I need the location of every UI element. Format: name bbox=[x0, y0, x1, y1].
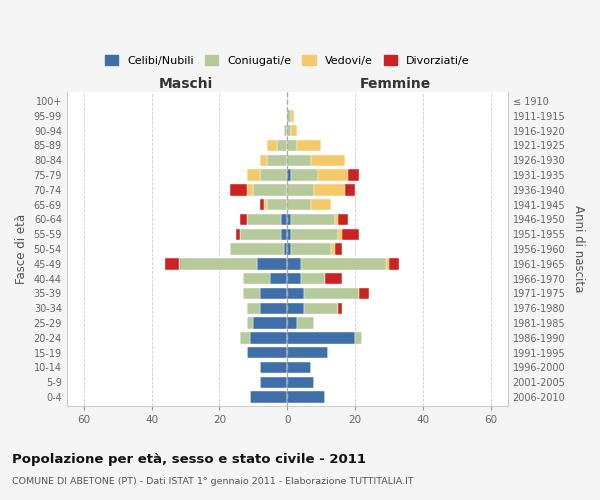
Bar bbox=[257, 258, 287, 270]
Bar bbox=[271, 273, 287, 284]
Bar bbox=[247, 347, 287, 358]
Bar bbox=[260, 199, 263, 210]
Bar bbox=[335, 214, 338, 226]
Bar bbox=[287, 302, 304, 314]
Bar bbox=[230, 244, 284, 255]
Bar bbox=[287, 332, 355, 344]
Bar bbox=[290, 125, 298, 136]
Bar bbox=[253, 184, 287, 196]
Bar bbox=[290, 110, 294, 122]
Bar bbox=[287, 347, 328, 358]
Bar bbox=[250, 332, 287, 344]
Text: COMUNE DI ABETONE (PT) - Dati ISTAT 1° gennaio 2011 - Elaborazione TUTTITALIA.IT: COMUNE DI ABETONE (PT) - Dati ISTAT 1° g… bbox=[12, 478, 413, 486]
Bar bbox=[263, 199, 267, 210]
Bar bbox=[247, 184, 253, 196]
Bar bbox=[287, 318, 298, 329]
Bar bbox=[287, 273, 301, 284]
Bar bbox=[311, 154, 345, 166]
Bar bbox=[260, 362, 287, 374]
Bar bbox=[355, 332, 362, 344]
Bar bbox=[290, 214, 335, 226]
Bar bbox=[240, 332, 250, 344]
Bar bbox=[260, 288, 287, 300]
Bar bbox=[250, 392, 287, 403]
Bar bbox=[386, 258, 389, 270]
Bar bbox=[287, 125, 290, 136]
Bar bbox=[298, 140, 321, 151]
Bar bbox=[335, 244, 341, 255]
Bar bbox=[314, 184, 345, 196]
Bar bbox=[287, 199, 311, 210]
Bar bbox=[287, 170, 290, 181]
Bar bbox=[260, 154, 267, 166]
Bar bbox=[287, 288, 304, 300]
Bar bbox=[281, 228, 287, 240]
Bar bbox=[304, 288, 359, 300]
Bar bbox=[287, 258, 301, 270]
Bar bbox=[301, 258, 386, 270]
Bar bbox=[243, 273, 271, 284]
Bar bbox=[247, 170, 260, 181]
Text: Femmine: Femmine bbox=[360, 76, 431, 90]
Bar bbox=[287, 140, 298, 151]
Legend: Celibi/Nubili, Coniugati/e, Vedovi/e, Divorziati/e: Celibi/Nubili, Coniugati/e, Vedovi/e, Di… bbox=[101, 50, 474, 70]
Bar bbox=[230, 184, 247, 196]
Bar bbox=[287, 392, 325, 403]
Bar bbox=[290, 244, 331, 255]
Bar bbox=[287, 244, 290, 255]
Bar bbox=[247, 318, 253, 329]
Text: Popolazione per età, sesso e stato civile - 2011: Popolazione per età, sesso e stato civil… bbox=[12, 452, 366, 466]
Text: Maschi: Maschi bbox=[158, 76, 212, 90]
Bar bbox=[240, 228, 281, 240]
Bar bbox=[243, 288, 260, 300]
Bar bbox=[287, 110, 290, 122]
Bar bbox=[325, 273, 341, 284]
Bar bbox=[304, 302, 338, 314]
Bar bbox=[301, 273, 325, 284]
Bar bbox=[247, 302, 260, 314]
Bar bbox=[345, 184, 355, 196]
Bar bbox=[277, 140, 287, 151]
Bar bbox=[267, 140, 277, 151]
Bar bbox=[338, 228, 341, 240]
Bar bbox=[290, 228, 338, 240]
Y-axis label: Anni di nascita: Anni di nascita bbox=[572, 206, 585, 293]
Bar bbox=[318, 170, 349, 181]
Bar bbox=[331, 244, 335, 255]
Bar bbox=[389, 258, 399, 270]
Bar bbox=[260, 302, 287, 314]
Bar bbox=[341, 228, 359, 240]
Bar bbox=[267, 199, 287, 210]
Bar bbox=[311, 199, 331, 210]
Bar bbox=[287, 214, 290, 226]
Bar bbox=[359, 288, 369, 300]
Y-axis label: Fasce di età: Fasce di età bbox=[15, 214, 28, 284]
Bar bbox=[240, 214, 247, 226]
Bar bbox=[287, 376, 314, 388]
Bar bbox=[284, 125, 287, 136]
Bar bbox=[267, 154, 287, 166]
Bar bbox=[290, 170, 318, 181]
Bar bbox=[338, 302, 341, 314]
Bar bbox=[179, 258, 257, 270]
Bar bbox=[349, 170, 359, 181]
Bar bbox=[338, 214, 349, 226]
Bar bbox=[260, 170, 287, 181]
Bar bbox=[247, 214, 281, 226]
Bar bbox=[287, 184, 314, 196]
Bar bbox=[236, 228, 240, 240]
Bar bbox=[287, 362, 311, 374]
Bar bbox=[165, 258, 179, 270]
Bar bbox=[287, 154, 311, 166]
Bar bbox=[260, 376, 287, 388]
Bar bbox=[253, 318, 287, 329]
Bar bbox=[281, 214, 287, 226]
Bar bbox=[298, 318, 314, 329]
Bar bbox=[284, 244, 287, 255]
Bar bbox=[287, 228, 290, 240]
